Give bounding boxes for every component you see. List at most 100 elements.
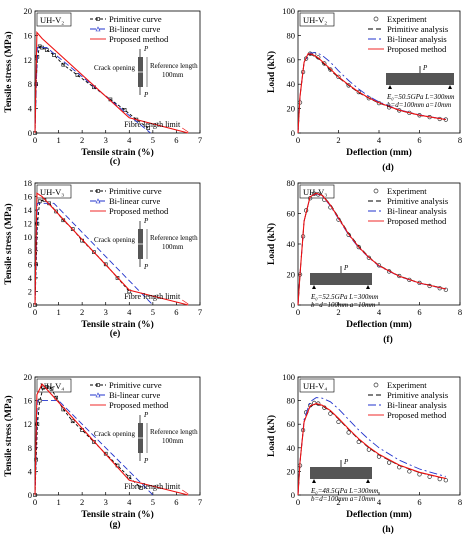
load-label-bottom: P	[143, 91, 149, 99]
x-tick-label: 2	[80, 307, 84, 317]
panel-label-text: UH-V₂	[303, 15, 327, 25]
x-tick-label: 5	[151, 307, 155, 317]
x-tick-label: 2	[336, 307, 340, 317]
legend-label: Proposed method	[109, 400, 169, 410]
panel-label-text: UH-V₃	[40, 187, 64, 197]
beam-params-line1: E₀=52.5GPa L=300mm	[310, 293, 379, 301]
ref-length-label: Reference length	[150, 428, 198, 436]
fibre-length-limit-arrow	[182, 489, 189, 495]
x-tick-label: 6	[417, 135, 421, 145]
panel-label: UH-V₄	[299, 378, 335, 393]
legend-marker	[373, 382, 379, 388]
data-point	[328, 67, 333, 72]
legend-label: Bi-linear curve	[109, 24, 160, 34]
panel-caption: (d)	[382, 162, 394, 173]
legend-marker	[373, 16, 379, 22]
data-point	[127, 475, 132, 480]
load-label-top: P	[143, 411, 149, 419]
panel-label: UH-V₃	[36, 184, 72, 199]
support-left	[312, 285, 316, 289]
y-tick-label: 0	[28, 128, 32, 138]
load-label-bottom: P	[143, 457, 149, 465]
panel-caption: (e)	[110, 328, 121, 339]
legend-label: Proposed method	[387, 216, 447, 226]
legend-label: Experiment	[387, 380, 427, 390]
data-point	[103, 451, 108, 456]
x-tick-label: 7	[198, 135, 202, 145]
panel-label-text: UH-V₄	[303, 381, 327, 391]
beam-params-line2: b=d=100mm a=10mm	[311, 301, 375, 309]
x-tick-label: 4	[127, 307, 132, 317]
legend-marker	[95, 198, 101, 204]
y-tick-label: 0	[28, 300, 32, 310]
y-tick-label: 100	[282, 372, 295, 382]
series-line	[34, 45, 149, 134]
x-tick-label: 5	[151, 497, 155, 507]
x-tick-label: 4	[377, 135, 382, 145]
data-point	[397, 273, 402, 279]
fibre-length-limit-label: Fibre length limit	[124, 292, 181, 301]
plot-frame	[34, 376, 201, 496]
legend-label: Proposed method	[387, 44, 447, 54]
panel-label-box	[36, 184, 72, 199]
legend-label: Proposed method	[109, 206, 169, 216]
data-point	[122, 108, 127, 112]
x-tick-label: 4	[377, 497, 382, 507]
legend-label: Primitive curve	[109, 14, 162, 24]
crack-opening-label: Crack opening	[94, 64, 136, 72]
beam-params-line1: E₀=50.5GPa L=300mm	[386, 93, 455, 101]
legend-label: Proposed method	[109, 34, 169, 44]
y-axis-label: Tensile stress (MPa)	[3, 395, 14, 476]
panel-label-text: UH-V₄	[40, 381, 64, 391]
x-tick-label: 0	[33, 135, 37, 145]
legend-label: Bi-linear curve	[109, 196, 160, 206]
support-right	[366, 479, 370, 483]
y-tick-label: 4	[28, 273, 33, 283]
legend-label: Bi-linear curve	[109, 390, 160, 400]
legend-marker	[96, 17, 100, 21]
data-point	[146, 126, 150, 130]
ref-length-value: 100mm	[162, 437, 184, 445]
y-tick-label: 20	[287, 104, 296, 114]
panel-caption: (g)	[109, 519, 120, 530]
x-tick-label: 6	[174, 497, 178, 507]
panel-label: UH-V₂	[299, 12, 335, 27]
y-tick-label: 20	[287, 466, 296, 476]
y-tick-label: 20	[287, 270, 296, 280]
panel-label-box	[299, 378, 335, 393]
data-point	[346, 430, 351, 435]
series-proposed-method	[297, 53, 446, 134]
panel-label-box	[299, 184, 335, 199]
x-tick-label: 2	[80, 497, 84, 507]
data-point	[54, 209, 59, 214]
series-line	[34, 202, 154, 306]
y-tick-label: 4	[28, 466, 33, 476]
data-point	[49, 386, 54, 391]
x-tick-label: 0	[296, 135, 300, 145]
series-line	[34, 30, 189, 134]
y-tick-label: 80	[287, 178, 296, 188]
ref-length-label: Reference length	[150, 62, 198, 70]
legend-label: Bi-linear analysis	[387, 206, 447, 216]
x-tick-label: 8	[458, 497, 462, 507]
support-left	[312, 479, 316, 483]
data-point	[356, 439, 361, 445]
y-tick-label: 8	[28, 79, 32, 89]
support-right	[448, 85, 452, 89]
beam-params-line1: E₀=48.5GPa L=300mm	[310, 487, 379, 495]
fibre-length-limit-label: Fibre length limit	[124, 120, 181, 129]
x-tick-label: 6	[417, 307, 421, 317]
y-tick-label: 18	[24, 178, 33, 188]
panel-label-box	[36, 12, 72, 27]
y-axis-label: Load (kN)	[266, 415, 277, 457]
x-tick-label: 2	[336, 497, 340, 507]
panel-label: UH-V₂	[36, 12, 72, 27]
series-line	[297, 403, 446, 496]
